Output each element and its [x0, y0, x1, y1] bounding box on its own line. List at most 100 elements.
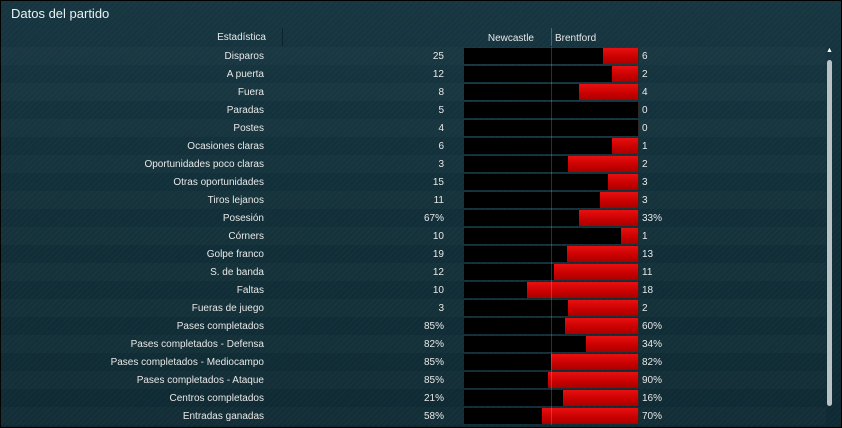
away-value: 2: [642, 69, 648, 80]
stat-row: Pases completados 85% 60%: [0, 317, 826, 335]
stat-bar-track: [464, 120, 639, 136]
bar-midline: [551, 353, 552, 371]
stat-label: Centros completados: [169, 393, 265, 404]
away-stat-bar: [608, 174, 638, 190]
bar-midline: [551, 191, 552, 209]
home-value: 6: [438, 141, 444, 152]
bar-midline: [551, 263, 552, 281]
home-value: 58%: [423, 411, 444, 422]
away-stat-bar: [599, 192, 638, 208]
away-value: 0: [642, 105, 648, 116]
away-stat-bar: [563, 390, 638, 406]
stat-bar-track: [464, 336, 639, 352]
stat-label: Córners: [228, 231, 264, 242]
bar-midline: [551, 227, 552, 245]
bar-midline: [551, 299, 552, 317]
stat-bar-track: [464, 156, 639, 172]
stats-list: Disparos 25 6 A puerta 12 2 Fuera 8 4 Paradas 5 0 Po…: [0, 47, 826, 425]
stat-row: Oportunidades poco claras 3 2: [0, 155, 826, 173]
stat-row: Pases completados - Ataque 85% 90%: [0, 371, 826, 389]
stat-label: Ocasiones claras: [187, 141, 264, 152]
home-value: 11: [433, 195, 444, 206]
stat-row: Ocasiones claras 6 1: [0, 137, 826, 155]
stat-row: Centros completados 21% 16%: [0, 389, 826, 407]
stat-bar-track: [464, 354, 639, 370]
bar-midline: [551, 47, 552, 65]
home-value: 3: [438, 159, 444, 170]
stat-label: Oportunidades poco claras: [144, 159, 264, 170]
stat-bar-track: [464, 408, 639, 424]
stat-label: S. de banda: [210, 267, 264, 278]
away-stat-bar: [611, 138, 638, 154]
away-value: 11: [642, 267, 653, 278]
home-value: 67%: [423, 213, 444, 224]
scroll-thumb[interactable]: [827, 60, 832, 406]
away-value: 90%: [642, 375, 663, 386]
away-value: 2: [642, 159, 648, 170]
stat-label: Golpe franco: [206, 249, 264, 260]
stat-bar-track: [464, 174, 639, 190]
bar-midline: [551, 245, 552, 263]
away-value: 0: [642, 123, 648, 134]
stat-label: Faltas: [236, 285, 264, 296]
away-stat-bar: [578, 84, 638, 100]
stat-label: Otras oportunidades: [173, 177, 264, 188]
bar-midline: [551, 65, 552, 83]
home-value: 5: [438, 105, 444, 116]
away-stat-bar: [526, 282, 638, 298]
bar-midline: [551, 101, 552, 119]
home-value: 19: [432, 249, 444, 260]
stat-bar-track: [464, 66, 639, 82]
stat-row: A puerta 12 2: [0, 65, 826, 83]
stat-row: Disparos 25 6: [0, 47, 826, 65]
stat-row: Otras oportunidades 15 3: [0, 173, 826, 191]
home-value: 10: [432, 285, 444, 296]
stat-label: Tiros lejanos: [207, 195, 264, 206]
away-value: 1: [642, 231, 648, 242]
away-stat-bar: [547, 372, 638, 388]
away-value: 1: [642, 141, 648, 152]
stat-bar-track: [464, 102, 639, 118]
bar-midline: [551, 317, 552, 335]
home-value: 85%: [423, 375, 444, 386]
stat-bar-track: [464, 300, 639, 316]
away-stat-bar: [585, 336, 638, 352]
away-stat-bar: [603, 48, 638, 64]
scroll-up-arrow-icon[interactable]: ▲: [826, 47, 833, 54]
bar-midline: [551, 83, 552, 101]
away-value: 3: [642, 195, 648, 206]
away-value: 4: [642, 87, 648, 98]
stat-bar-track: [464, 390, 639, 406]
stat-row: Postes 4 0: [0, 119, 826, 137]
away-stat-bar: [566, 246, 638, 262]
header-away-team: Brentford: [555, 33, 597, 44]
away-value: 13: [642, 249, 654, 260]
away-value: 82%: [642, 357, 663, 368]
away-stat-bar: [578, 210, 638, 226]
stat-row: Fuera 8 4: [0, 83, 826, 101]
away-value: 34%: [642, 339, 663, 350]
away-stat-bar: [620, 228, 638, 244]
stat-row: Posesión 67% 33%: [0, 209, 826, 227]
away-value: 60%: [642, 321, 663, 332]
stat-bar-track: [464, 138, 639, 154]
header-stat-label[interactable]: Estadística: [217, 32, 266, 43]
bar-midline: [551, 335, 552, 353]
bar-midline: [551, 173, 552, 191]
stat-row: Golpe franco 19 13: [0, 245, 826, 263]
bar-midline: [551, 119, 552, 137]
away-value: 33%: [642, 213, 663, 224]
stat-bar-track: [464, 210, 639, 226]
stat-row: Entradas ganadas 58% 70%: [0, 407, 826, 425]
panel-title: Datos del partido: [11, 6, 110, 21]
away-value: 6: [642, 51, 648, 62]
home-value: 82%: [423, 339, 444, 350]
stat-row: S. de banda 12 11: [0, 263, 826, 281]
stat-label: Fueras de juego: [191, 303, 264, 314]
home-value: 4: [438, 123, 444, 134]
bar-midline: [551, 137, 552, 155]
scrollbar[interactable]: ▲: [824, 47, 834, 425]
stat-label: A puerta: [226, 69, 264, 80]
away-stat-bar: [564, 318, 638, 334]
bar-midline: [551, 155, 552, 173]
